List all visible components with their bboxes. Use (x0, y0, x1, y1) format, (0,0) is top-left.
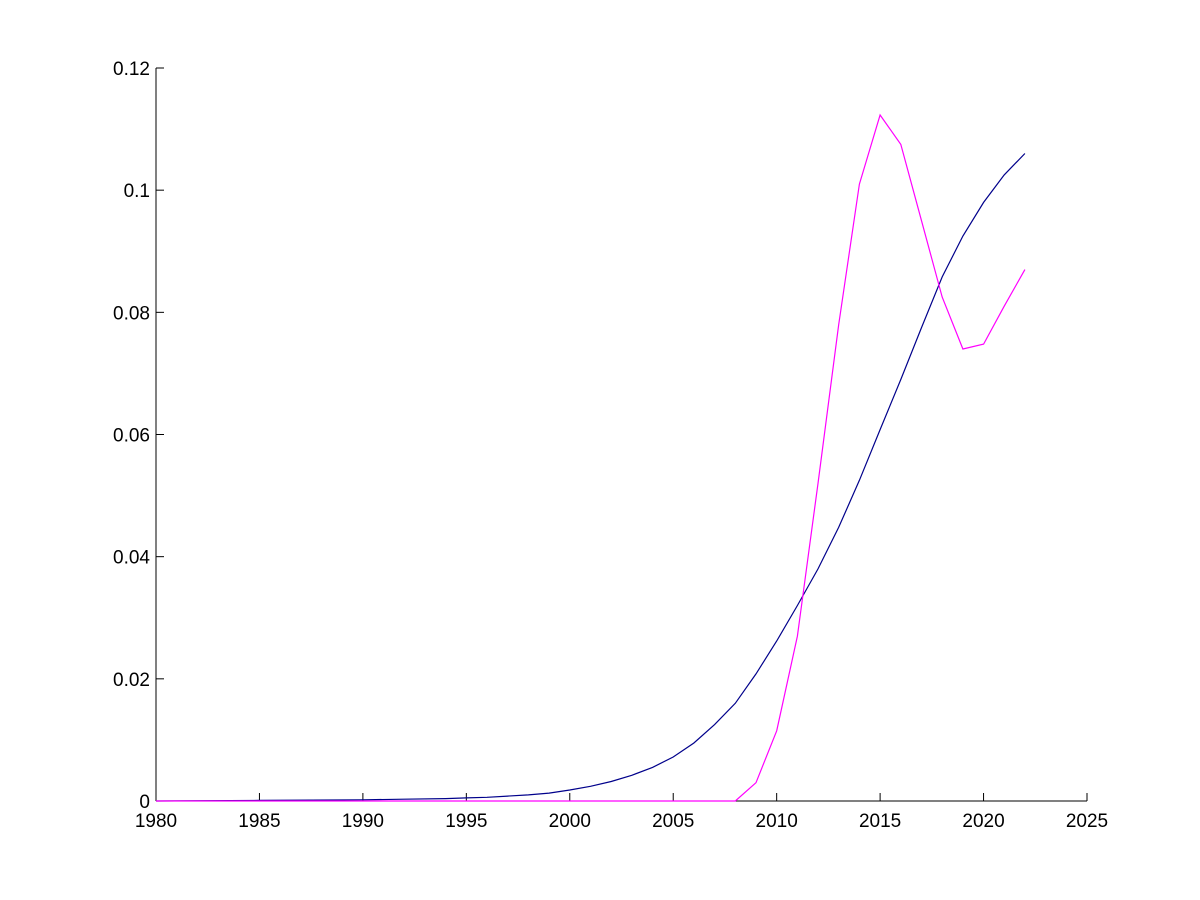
x-tick-label: 1980 (135, 811, 177, 832)
x-tick-label: 2010 (756, 811, 798, 832)
x-tick-label: 2020 (962, 811, 1004, 832)
y-tick-label: 0.04 (113, 548, 150, 569)
series-layer (155, 113, 1026, 802)
x-tick-label: 2025 (1066, 811, 1108, 832)
y-tick-label: 0.1 (124, 181, 150, 202)
y-tick-label: 0.08 (113, 303, 150, 324)
y-tick-label: 0.06 (113, 426, 150, 447)
y-tick-label: 0 (139, 792, 150, 813)
x-tick-label: 2015 (859, 811, 901, 832)
series-line-1 (155, 153, 1026, 802)
y-tick-label: 0.02 (113, 670, 150, 691)
series-line-2 (156, 113, 1026, 802)
x-tick-label: 1985 (238, 811, 280, 832)
x-tick-label: 2000 (549, 811, 591, 832)
y-tick-label: 0.12 (113, 59, 150, 80)
axis-ticks: 1980 1985 1990 1995 2000 2005 2010 2015 2020 2025… (113, 59, 1108, 832)
x-tick-label: 2005 (652, 811, 694, 832)
x-tick-label: 1990 (342, 811, 384, 832)
x-tick-label: 1995 (445, 811, 487, 832)
